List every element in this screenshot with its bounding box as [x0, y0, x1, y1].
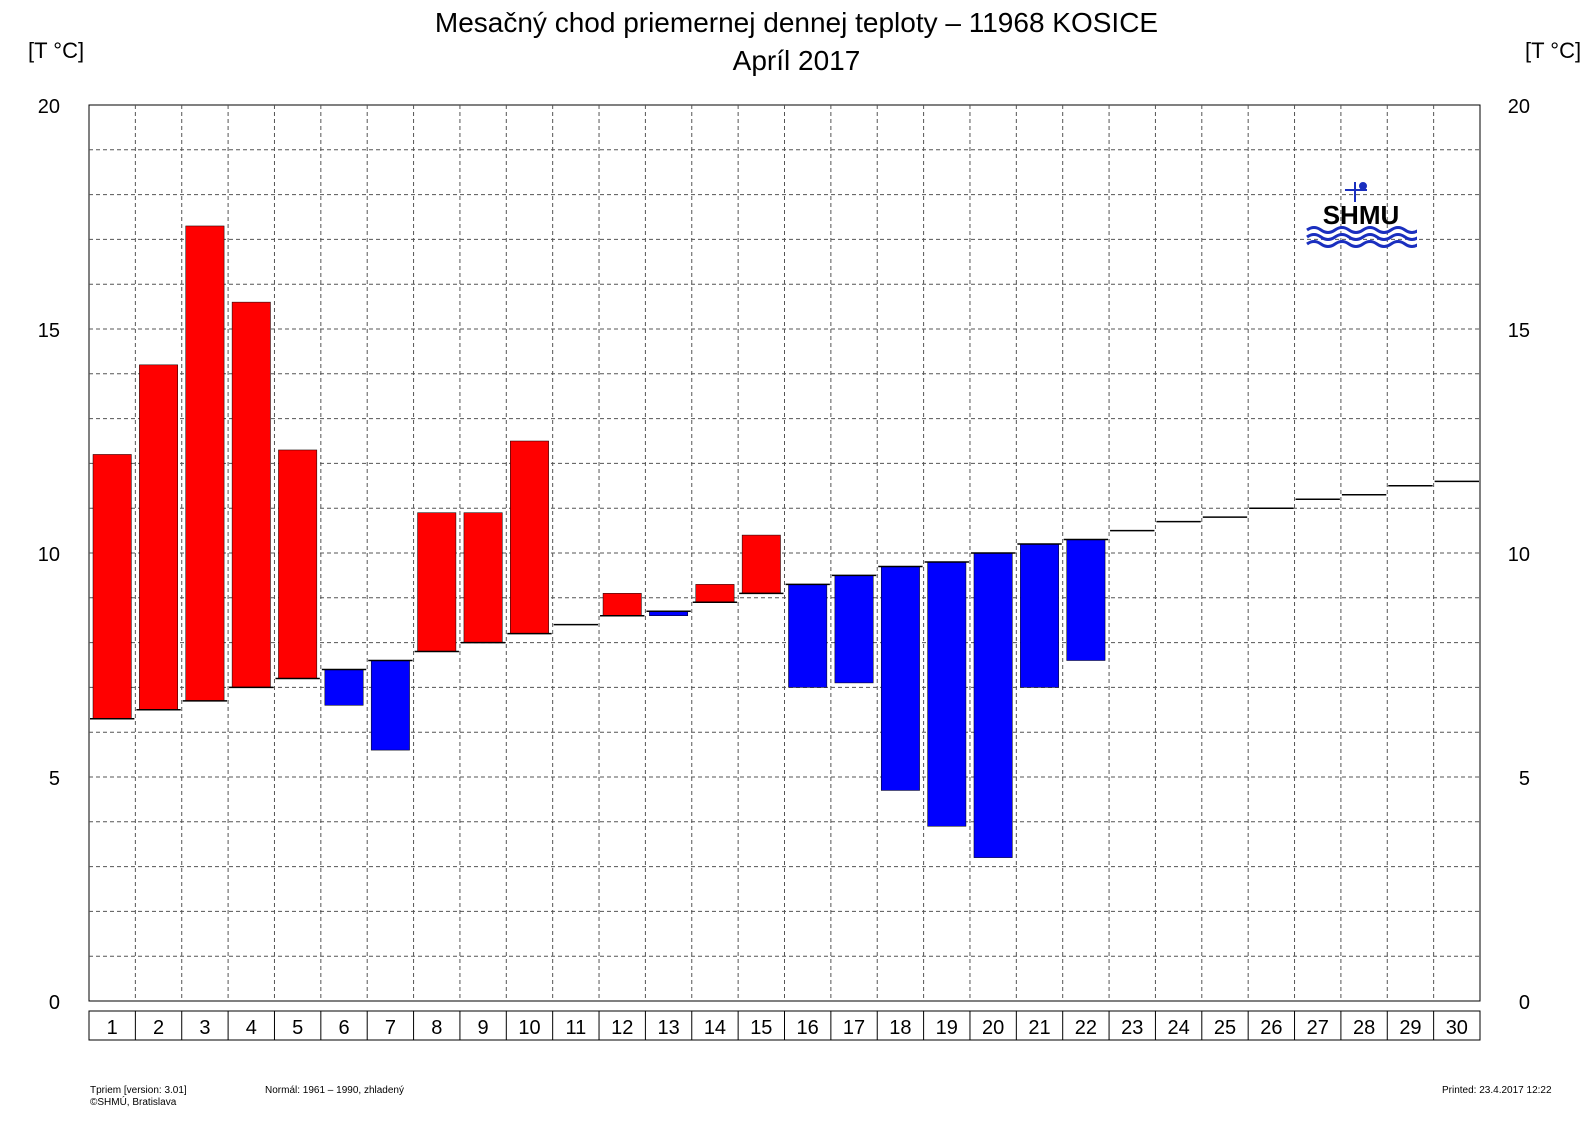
y-tick-label-right: 10	[1508, 544, 1530, 566]
x-tick-label: 14	[704, 1017, 726, 1039]
bar	[510, 440, 549, 634]
x-tick-label: 27	[1307, 1017, 1329, 1039]
x-tick-label: 28	[1353, 1017, 1375, 1039]
bar	[1020, 543, 1059, 688]
x-tick-label: 23	[1121, 1017, 1143, 1039]
y-tick-label-left: 5	[49, 768, 60, 790]
chart-subtitle: Apríl 2017	[732, 45, 861, 76]
bar	[1066, 539, 1106, 661]
y-tick-label-left: 0	[49, 992, 60, 1014]
y-tick-label-left: 20	[38, 96, 60, 118]
footer-copyright: ©SHMÚ, Bratislava	[90, 1097, 177, 1108]
x-tick-label: 24	[1167, 1017, 1189, 1039]
x-tick-label: 18	[889, 1017, 911, 1039]
x-tick-label: 22	[1075, 1017, 1097, 1039]
bar	[324, 669, 364, 706]
x-tick-label: 29	[1399, 1017, 1421, 1039]
bar	[139, 364, 178, 711]
footer-normal-period: Normál: 1961 – 1990, zhladený	[265, 1085, 404, 1096]
bar	[278, 449, 318, 679]
bar	[231, 301, 271, 688]
x-tick-label: 15	[750, 1017, 772, 1039]
x-tick-label: 16	[797, 1017, 819, 1039]
bar	[417, 512, 457, 652]
x-tick-label: 25	[1214, 1017, 1236, 1039]
bar	[880, 566, 920, 791]
y-tick-label-right: 15	[1508, 320, 1530, 342]
x-tick-label: 20	[982, 1017, 1004, 1039]
bar	[788, 584, 828, 688]
bar	[927, 561, 967, 827]
x-tick-label: 1	[107, 1017, 118, 1039]
x-tick-label: 12	[611, 1017, 633, 1039]
logo-text: SHMU	[1323, 200, 1400, 230]
x-tick-label: 2	[153, 1017, 164, 1039]
x-tick-label: 10	[518, 1017, 540, 1039]
footer-version: Tpriem [version: 3.01]	[90, 1085, 187, 1096]
bar	[370, 660, 410, 751]
bar	[602, 593, 642, 616]
x-tick-label: 3	[199, 1017, 210, 1039]
footer-printed-date: Printed: 23.4.2017 12:22	[1442, 1085, 1552, 1096]
y-tick-label-right: 5	[1519, 768, 1530, 790]
bar	[185, 225, 225, 702]
x-tick-label: 26	[1260, 1017, 1282, 1039]
x-tick-label: 30	[1446, 1017, 1468, 1039]
shmu-logo-icon: SHMU	[1306, 182, 1417, 248]
bar	[92, 454, 132, 720]
y-tick-label-left: 15	[38, 320, 60, 342]
x-tick-label: 8	[431, 1017, 442, 1039]
bar	[741, 534, 781, 594]
x-tick-label: 9	[478, 1017, 489, 1039]
x-tick-label: 6	[338, 1017, 349, 1039]
bar	[973, 552, 1013, 858]
chart-title: Mesačný chod priemernej dennej teploty –…	[434, 7, 1159, 38]
y-axis-unit-left: [T °C]	[28, 38, 85, 63]
x-tick-label: 13	[657, 1017, 679, 1039]
y-tick-label-right: 0	[1519, 992, 1530, 1014]
x-tick-label: 11	[565, 1017, 586, 1039]
x-tick-label: 4	[246, 1017, 257, 1039]
bar	[695, 584, 735, 603]
y-axis-unit-right: [T °C]	[1525, 38, 1582, 63]
x-tick-label: 21	[1028, 1017, 1050, 1039]
x-tick-label: 17	[843, 1017, 865, 1039]
y-tick-label-right: 20	[1508, 96, 1530, 118]
x-tick-label: 7	[385, 1017, 396, 1039]
x-tick-label: 19	[936, 1017, 958, 1039]
x-tick-label: 5	[292, 1017, 303, 1039]
bar	[834, 575, 874, 684]
bar	[463, 512, 503, 643]
y-tick-label-left: 10	[38, 544, 60, 566]
